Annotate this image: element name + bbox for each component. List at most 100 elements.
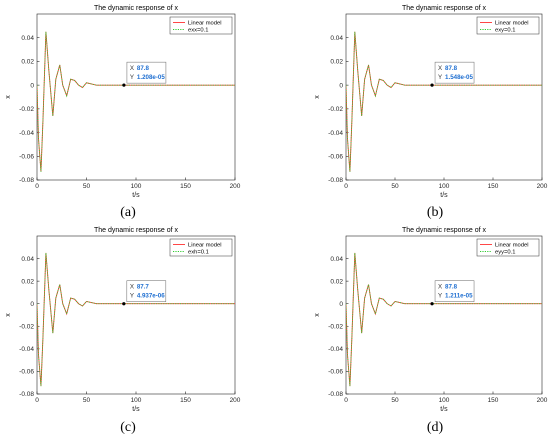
y-tick-label: 0.04 [330,35,343,42]
datatip[interactable]: X 87.7Y 4.937e-06 [126,280,167,302]
y-tick-label: 0.02 [21,278,34,285]
datatip-marker[interactable] [122,83,126,87]
x-tick-label: 200 [537,397,548,404]
x-tick-label: 150 [180,183,191,190]
x-tick-label: 50 [391,183,399,190]
y-tick-label: 0 [339,82,343,89]
x-tick-label: 50 [83,183,91,190]
datatip-y-value: 1.208e-05 [137,74,165,81]
datatip-y-value: 4.937e-06 [137,293,165,300]
y-tick-label: 0.02 [330,59,343,66]
x-tick-label: 100 [131,183,142,190]
y-axis-label: x [5,95,12,99]
y-tick-label: 0.02 [21,59,34,66]
series-line [346,31,542,172]
datatip-y-label: Y [130,293,134,300]
plot-area [345,235,543,395]
chart-panel: The dynamic response of x 0 50 100 150 200 -0.… [5,227,241,435]
y-axis-label: x [314,313,321,317]
datatip-x-value: 87.8 [445,65,458,72]
datatip-x-label: X [438,65,442,72]
datatip-x-label: X [130,284,134,291]
plot-area [36,235,236,395]
y-tick-label: 0.04 [330,256,343,263]
y-tick-label: -0.02 [328,323,343,330]
datatip-y-label: Y [438,293,442,300]
panel-label: (b) [427,205,444,220]
x-axis-label: t/s [440,406,448,413]
legend-entry: Linear model [495,21,529,27]
x-axis-label: t/s [132,406,140,413]
y-tick-label: -0.06 [19,153,34,160]
legend-box [169,238,233,257]
datatip-box [126,280,167,302]
y-tick-label: -0.08 [328,391,343,398]
x-tick-label: 0 [344,183,348,190]
datatip[interactable]: X 87.8Y 1.208e-05 [126,61,167,84]
y-axis-label: x [5,313,12,317]
datatip-x-value: 87.8 [137,65,150,72]
y-tick-label: 0 [30,301,34,308]
datatip-box [126,61,167,84]
y-tick-label: -0.06 [328,369,343,376]
chart-panel: The dynamic response of x 0 50 100 150 200 -0.… [5,5,241,220]
x-tick-label: 50 [391,397,399,404]
x-tick-label: 200 [230,397,241,404]
y-tick-label: 0 [339,301,343,308]
datatip[interactable]: X 87.8Y 1.548e-05 [434,61,475,84]
y-tick-label: -0.08 [328,177,343,184]
panel-label: (d) [427,420,444,435]
datatip-x-value: 87.8 [445,284,458,291]
datatip-x-value: 87.7 [137,284,150,291]
y-tick-label: 0.04 [21,256,34,263]
series-line [37,31,235,172]
legend-entry: Linear model [495,243,529,249]
series-line [37,252,235,387]
x-tick-label: 50 [83,397,91,404]
datatip-y-label: Y [438,74,442,81]
x-tick-label: 0 [344,397,348,404]
datatip-marker[interactable] [430,302,434,306]
legend-box [476,16,540,35]
y-tick-label: -0.02 [328,106,343,113]
plot-area [345,13,543,181]
y-tick-label: 0 [30,82,34,89]
datatip-x-label: X [130,65,134,72]
legend-box [169,16,233,35]
y-tick-label: -0.04 [19,130,34,137]
y-tick-label: -0.06 [19,369,34,376]
x-tick-label: 150 [488,397,499,404]
x-tick-label: 0 [35,397,39,404]
y-tick-label: -0.02 [19,106,34,113]
y-tick-label: -0.04 [19,346,34,353]
x-tick-label: 150 [180,397,191,404]
y-tick-label: -0.06 [328,153,343,160]
legend-entry: exx=0.1 [188,28,208,34]
datatip-marker[interactable] [430,83,434,87]
datatip-box [434,61,475,84]
y-axis-label: x [314,95,321,99]
chart-title: The dynamic response of x [94,5,179,12]
chart-title: The dynamic response of x [94,227,179,234]
legend-entry: exy=0.1 [495,28,515,34]
x-tick-label: 100 [439,397,450,404]
legend-entry: Linear model [188,21,222,27]
y-tick-label: 0.02 [330,278,343,285]
x-tick-label: 100 [131,397,142,404]
series-line [346,252,542,387]
datatip-marker[interactable] [122,302,126,306]
x-tick-label: 150 [488,183,499,190]
legend-entry: eyy=0.1 [495,250,515,256]
y-tick-label: -0.08 [19,391,34,398]
datatip[interactable]: X 87.8Y 1.211e-05 [434,280,475,302]
legend-entry: Linear model [188,243,222,249]
legend-entry: exh=0.1 [188,250,209,256]
datatip-y-label: Y [130,74,134,81]
x-tick-label: 0 [35,183,39,190]
y-tick-label: 0.04 [21,35,34,42]
x-tick-label: 100 [439,183,450,190]
